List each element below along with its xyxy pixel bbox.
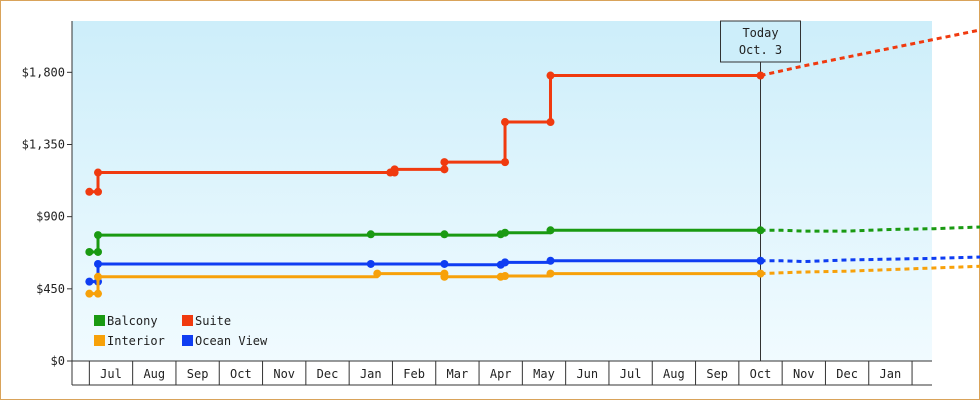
data-point [757,257,765,265]
plot-area [72,21,932,361]
month-label: Jun [576,367,598,381]
data-point [501,258,509,266]
data-point [85,290,93,298]
data-point [757,270,765,278]
month-label: Oct [750,367,772,381]
data-point [367,260,375,268]
month-label: May [533,367,555,381]
data-point [85,188,93,196]
y-tick-label: $900 [36,210,65,224]
data-point [440,165,448,173]
y-tick-label: $0 [51,354,65,368]
today-date: Oct. 3 [739,43,782,57]
data-point [85,278,93,286]
month-label: Mar [447,367,469,381]
month-label: Sep [187,367,209,381]
month-label: Oct [230,367,252,381]
data-point [94,290,102,298]
legend-label: Balcony [107,314,158,328]
month-label: Jul [620,367,642,381]
month-label: Feb [403,367,425,381]
data-point [85,248,93,256]
data-point [501,229,509,237]
month-label: Apr [490,367,512,381]
data-point [501,118,509,126]
month-label: Jan [360,367,382,381]
y-tick-label: $1,800 [22,65,65,79]
month-label: Dec [317,367,339,381]
legend-swatch [94,315,105,326]
month-label: Dec [836,367,858,381]
data-point [94,260,102,268]
legend-swatch [182,315,193,326]
data-point [94,169,102,177]
data-point [94,273,102,281]
data-point [391,165,399,173]
legend-swatch [94,335,105,346]
legend-label: Ocean View [195,334,268,348]
data-point [440,273,448,281]
data-point [501,158,509,166]
data-point [440,260,448,268]
data-point [546,226,554,234]
y-tick-label: $1,350 [22,137,65,151]
month-label: Aug [663,367,685,381]
data-point [546,257,554,265]
data-point [373,270,381,278]
data-point [546,72,554,80]
data-point [757,72,765,80]
today-label: Today [742,26,778,40]
data-point [367,230,375,238]
data-point [94,231,102,239]
month-label: Nov [793,367,815,381]
data-point [546,270,554,278]
data-point [440,230,448,238]
y-tick-label: $450 [36,282,65,296]
data-point [757,226,765,234]
data-point [94,188,102,196]
month-label: Jul [100,367,122,381]
data-point [440,158,448,166]
data-point [546,118,554,126]
month-label: Nov [273,367,295,381]
legend-label: Interior [107,334,165,348]
month-label: Aug [143,367,165,381]
legend-label: Suite [195,314,231,328]
data-point [94,248,102,256]
month-label: Sep [706,367,728,381]
data-point [501,272,509,280]
month-label: Jan [880,367,902,381]
legend-swatch [182,335,193,346]
